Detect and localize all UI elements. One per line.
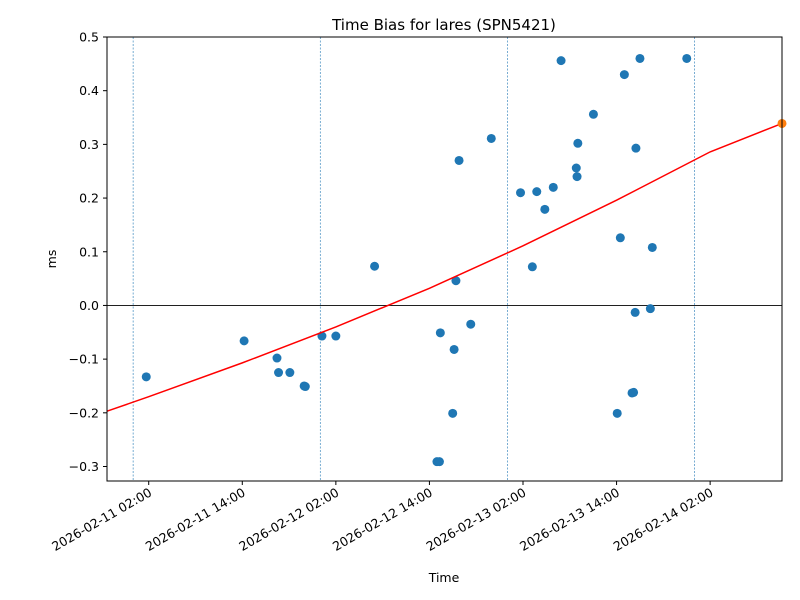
x-tick-label-6: 2026-02-14 02:00 (611, 485, 716, 554)
plot-frame (106, 36, 783, 482)
x-tick-label-3: 2026-02-12 14:00 (330, 485, 435, 554)
data-point-0-37 (645, 304, 655, 314)
data-point-0-4 (285, 368, 295, 378)
data-point-0-16 (454, 155, 464, 165)
data-point-0-26 (572, 172, 582, 182)
data-point-0-22 (540, 204, 550, 214)
data-point-0-3 (274, 368, 284, 378)
data-point-0-31 (619, 70, 629, 80)
data-point-0-1 (239, 336, 249, 346)
fit-line (106, 122, 783, 412)
data-point-0-36 (635, 53, 645, 63)
data-point-0-15 (451, 276, 461, 286)
x-tick-label-0: 2026-02-11 02:00 (49, 485, 154, 554)
data-point-0-21 (532, 187, 542, 197)
x-tick-label-2: 2026-02-12 02:00 (236, 485, 341, 554)
x-tick-label-4: 2026-02-13 02:00 (423, 485, 528, 554)
y-axis-label: ms (44, 250, 59, 269)
data-point-0-6 (300, 382, 310, 392)
axes: −0.3 −0.2 −0.1 0.0 0.1 0.2 0.3 0.4 0.5 2026-02-11… (49, 30, 783, 554)
y-tick-label-7: 0.4 (79, 83, 99, 98)
data-point-0-14 (449, 344, 459, 354)
data-point-0-25 (571, 163, 581, 173)
data-point-0-24 (556, 56, 566, 66)
x-tick-label-1: 2026-02-11 14:00 (143, 485, 248, 554)
data-point-0-13 (448, 408, 458, 418)
data-point-0-30 (615, 233, 625, 243)
y-tick-label-1: −0.2 (69, 405, 99, 420)
y-tick-label-2: −0.1 (69, 352, 99, 367)
chart-title: Time Bias for lares (SPN5421) (331, 16, 556, 34)
y-tick-label-3: 0.0 (79, 298, 99, 313)
data-point-0-34 (630, 307, 640, 317)
data-point-0-18 (486, 133, 496, 143)
data-point-0-38 (647, 242, 657, 252)
data-point-0-12 (435, 328, 445, 338)
data-point-0-35 (631, 143, 641, 153)
data-point-0-27 (573, 138, 583, 148)
data-point-0-33 (629, 387, 639, 397)
y-tick-label-5: 0.2 (79, 191, 99, 206)
y-tick-label-0: −0.3 (69, 459, 99, 474)
plot-area (106, 37, 787, 481)
data-point-0-23 (548, 182, 558, 192)
data-point-0-2 (272, 353, 282, 363)
data-point-0-11 (434, 457, 444, 467)
data-point-0-19 (516, 188, 526, 198)
data-point-0-20 (527, 262, 537, 272)
data-point-0-17 (466, 319, 476, 329)
x-tick-label-5: 2026-02-13 14:00 (517, 485, 622, 554)
y-tick-label-4: 0.1 (79, 244, 99, 259)
data-point-0-0 (141, 372, 151, 382)
data-point-0-39 (682, 53, 692, 63)
data-point-0-28 (588, 109, 598, 119)
data-point-0-8 (331, 331, 341, 341)
y-tick-label-6: 0.3 (79, 137, 99, 152)
data-point-0-9 (370, 261, 380, 271)
x-axis-label: Time (428, 570, 460, 585)
data-point-0-29 (612, 408, 622, 418)
y-tick-label-8: 0.5 (79, 30, 99, 45)
